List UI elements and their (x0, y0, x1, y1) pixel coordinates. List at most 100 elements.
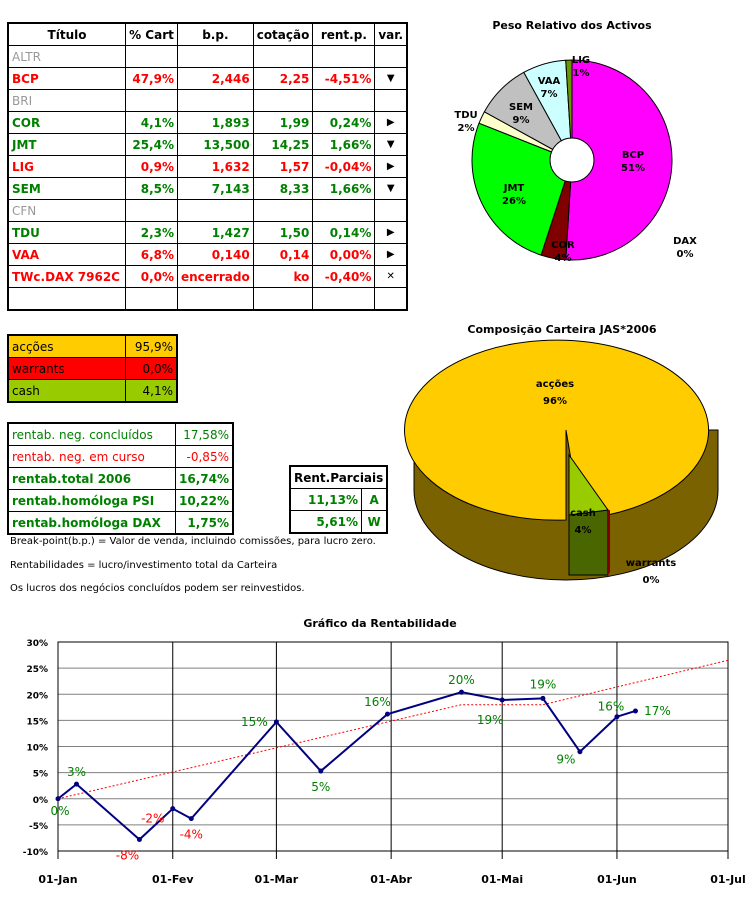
pie1-label: JMT (503, 183, 525, 194)
value-cell: 1,66% (312, 177, 376, 200)
data-point (273, 719, 279, 725)
rentability-label: rentab.total 2006 (7, 467, 176, 490)
allocation-value: 0,0% (125, 357, 178, 380)
data-point (458, 689, 464, 695)
value-cell: 4,1% (125, 111, 178, 134)
rentability-row: rentab.homóloga PSI 10,22% (7, 489, 234, 512)
pie2-label: cash (570, 508, 596, 519)
ticker-cell: CFN (7, 199, 126, 222)
data-point (577, 749, 583, 755)
allocation-label: cash (7, 379, 126, 403)
pie1-value: 26% (502, 196, 526, 207)
value-cell (177, 287, 254, 311)
trend-line (57, 659, 729, 800)
pie1-label: SEM (509, 102, 533, 113)
plot-area (57, 641, 729, 852)
data-point (540, 695, 546, 701)
table-row: VAA 6,8% 0,140 0,14 0,00% ▶ (7, 243, 408, 266)
pie1-slice-jmt (471, 122, 573, 256)
pie2-title: Composição Carteira JAS*2006 (467, 323, 657, 336)
data-point (632, 708, 638, 714)
pie1-label: LIG (572, 55, 590, 66)
data-label: 5% (311, 780, 330, 794)
y-tick-label: 0% (33, 796, 48, 806)
data-label: 20% (448, 673, 475, 687)
ticker-cell: TWc.DAX 7962C (7, 265, 126, 288)
data-label: 0% (50, 804, 69, 818)
x-tick-label: 01-Jan (38, 873, 77, 886)
pie2-slice-cash-side (568, 509, 609, 576)
value-cell: 47,9% (125, 67, 178, 90)
data-label: 16% (598, 700, 625, 714)
pie1-slice-bcp (565, 59, 673, 261)
allocation-row: cash 4,1% (7, 379, 178, 403)
rentability-table: rentab. neg. concluídos 17,58% rentab. neg… (7, 422, 234, 535)
note-lucros: Os lucros dos negócios concluídos podem … (10, 583, 305, 594)
x-tick-label: 01-Abr (370, 873, 412, 886)
value-cell: 1,99 (252, 111, 314, 134)
allocation-label: warrants (7, 357, 126, 380)
value-cell: 0,24% (312, 111, 376, 134)
data-label: 19% (477, 713, 504, 727)
value-cell: 1,66% (312, 133, 376, 156)
y-tick-label: 15% (26, 717, 48, 727)
allocation-value: 4,1% (125, 379, 178, 403)
data-point (188, 816, 194, 822)
rentability-label: rentab.homóloga PSI (7, 489, 176, 512)
rentability-label: rentab.homóloga DAX (7, 511, 176, 535)
portfolio-table: Título% Cart b.p. cotação rent.p. var. ALTR BC… (7, 22, 409, 311)
value-cell: 1,893 (177, 111, 254, 134)
data-point (384, 711, 390, 717)
allocation-row: warrants 0,0% (7, 357, 178, 380)
value-cell: 0,0% (125, 265, 178, 288)
pie1-label: VAA (538, 76, 561, 87)
x-tick-label: 01-Mar (255, 873, 299, 886)
note-rentabilidades: Rentabilidades = lucro/investimento tota… (10, 560, 278, 571)
value-cell: 0,14 (252, 243, 314, 266)
pie1-value: 9% (513, 115, 530, 126)
pie1-value: 7% (541, 89, 558, 100)
pie1-value: 4% (555, 253, 572, 264)
table-row: BCP 47,9% 2,446 2,25 -4,51% ▼ (7, 67, 408, 90)
data-label: -4% (180, 828, 203, 842)
x-tick-label: 01-Jul (710, 873, 746, 886)
pie1-value: 1% (573, 68, 590, 79)
value-cell: encerrado (177, 265, 254, 288)
ticker-cell: TDU (7, 221, 126, 244)
value-cell: 0,140 (177, 243, 254, 266)
pie2-slice-cash (568, 453, 609, 516)
pie2-slice-accoes (404, 339, 710, 521)
pie1-label: COR (551, 240, 575, 251)
pie2-value: 96% (543, 396, 567, 407)
allocation-row: acções 95,9% (7, 334, 178, 358)
allocation-value: 95,9% (125, 334, 178, 358)
y-tick-label: 25% (26, 665, 48, 675)
table-row: JMT 25,4% 13,500 14,25 1,66% ▼ (7, 133, 408, 156)
partial-value: 11,13% (289, 488, 362, 511)
data-point (55, 796, 61, 802)
table-row: LIG 0,9% 1,632 1,57 -0,04% ▶ (7, 155, 408, 178)
rentability-value: -0,85% (174, 445, 234, 468)
pie1-value: 51% (621, 163, 645, 174)
pie2-value: 4% (575, 525, 592, 536)
pie1-value: 2% (458, 123, 475, 134)
y-tick-label: 20% (26, 691, 48, 701)
rentability-value: 1,75% (174, 511, 234, 535)
data-point (499, 697, 505, 703)
column-header: var. (374, 22, 408, 46)
note-breakpoint: Break-point(b.p.) = Valor de venda, incl… (10, 536, 376, 547)
column-header: rent.p. (312, 22, 376, 46)
value-cell: ko (252, 265, 314, 288)
data-label: -2% (141, 812, 164, 826)
value-cell: 1,632 (177, 155, 254, 178)
y-tick-label: -5% (29, 822, 48, 832)
pie2-label: acções (536, 379, 574, 390)
line-chart-title: Gráfico da Rentabilidade (303, 617, 456, 630)
rentability-value: 10,22% (174, 489, 234, 512)
data-label: -8% (116, 849, 139, 863)
pie1-label: BCP (622, 150, 644, 161)
data-label: 9% (556, 753, 575, 767)
pie1-label: TDU (454, 110, 477, 121)
value-cell: -0,40% (312, 265, 376, 288)
value-cell: 1,427 (177, 221, 254, 244)
